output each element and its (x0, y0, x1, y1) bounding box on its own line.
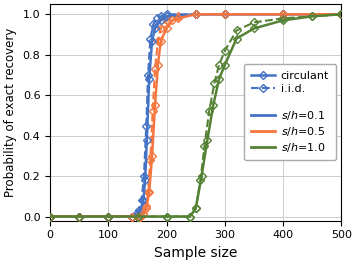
X-axis label: Sample size: Sample size (154, 246, 237, 260)
Y-axis label: Probability of exact recovery: Probability of exact recovery (4, 28, 17, 197)
Legend: circulant, i.i.d., , $s/h$=0.1, $s/h$=0.5, $s/h$=1.0: circulant, i.i.d., , $s/h$=0.1, $s/h$=0.… (244, 64, 336, 161)
